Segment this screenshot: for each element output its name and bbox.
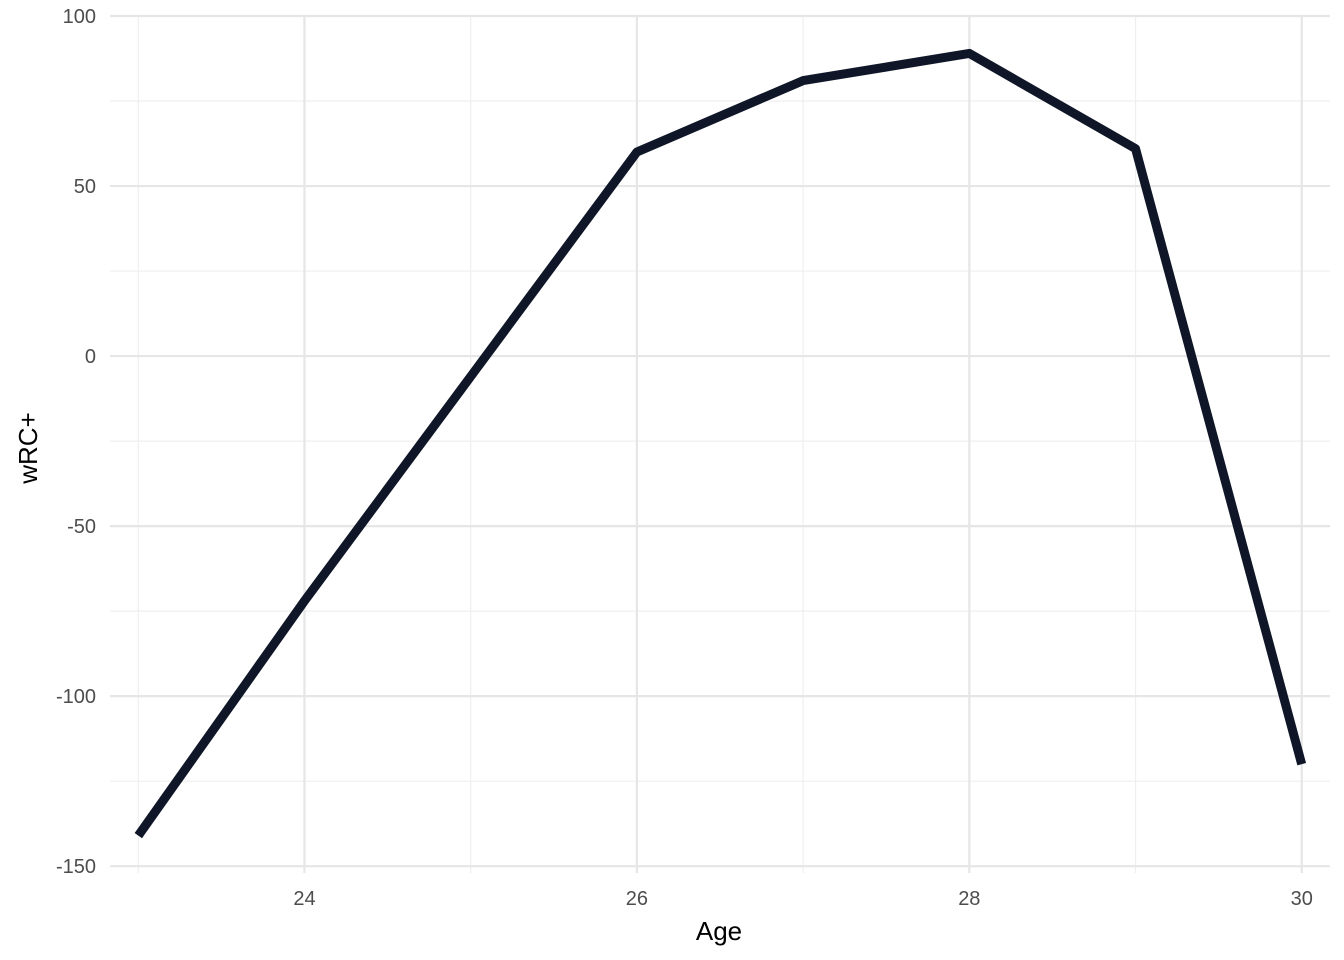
minor-gridlines (110, 16, 1330, 873)
x-tick-label: 26 (626, 888, 648, 910)
y-tick-label: 50 (74, 176, 96, 198)
y-tick-label: -100 (56, 686, 96, 708)
y-tick-label: -50 (67, 516, 96, 538)
y-axis-title: wRC+ (13, 412, 43, 485)
series-layer (134, 48, 1307, 839)
x-tick-label: 30 (1291, 888, 1313, 910)
series-line (134, 48, 1307, 839)
x-tick-label: 28 (958, 888, 980, 910)
x-axis-ticks: 24 26 28 30 (293, 888, 1313, 910)
x-tick-label: 24 (293, 888, 315, 910)
y-tick-label: -150 (56, 856, 96, 878)
major-gridlines (110, 14, 1330, 873)
y-axis-ticks: -150 -100 -50 0 50 100 (56, 6, 96, 878)
x-axis-title: Age (696, 916, 742, 946)
y-tick-label: 100 (63, 6, 96, 28)
y-tick-label: 0 (85, 346, 96, 368)
